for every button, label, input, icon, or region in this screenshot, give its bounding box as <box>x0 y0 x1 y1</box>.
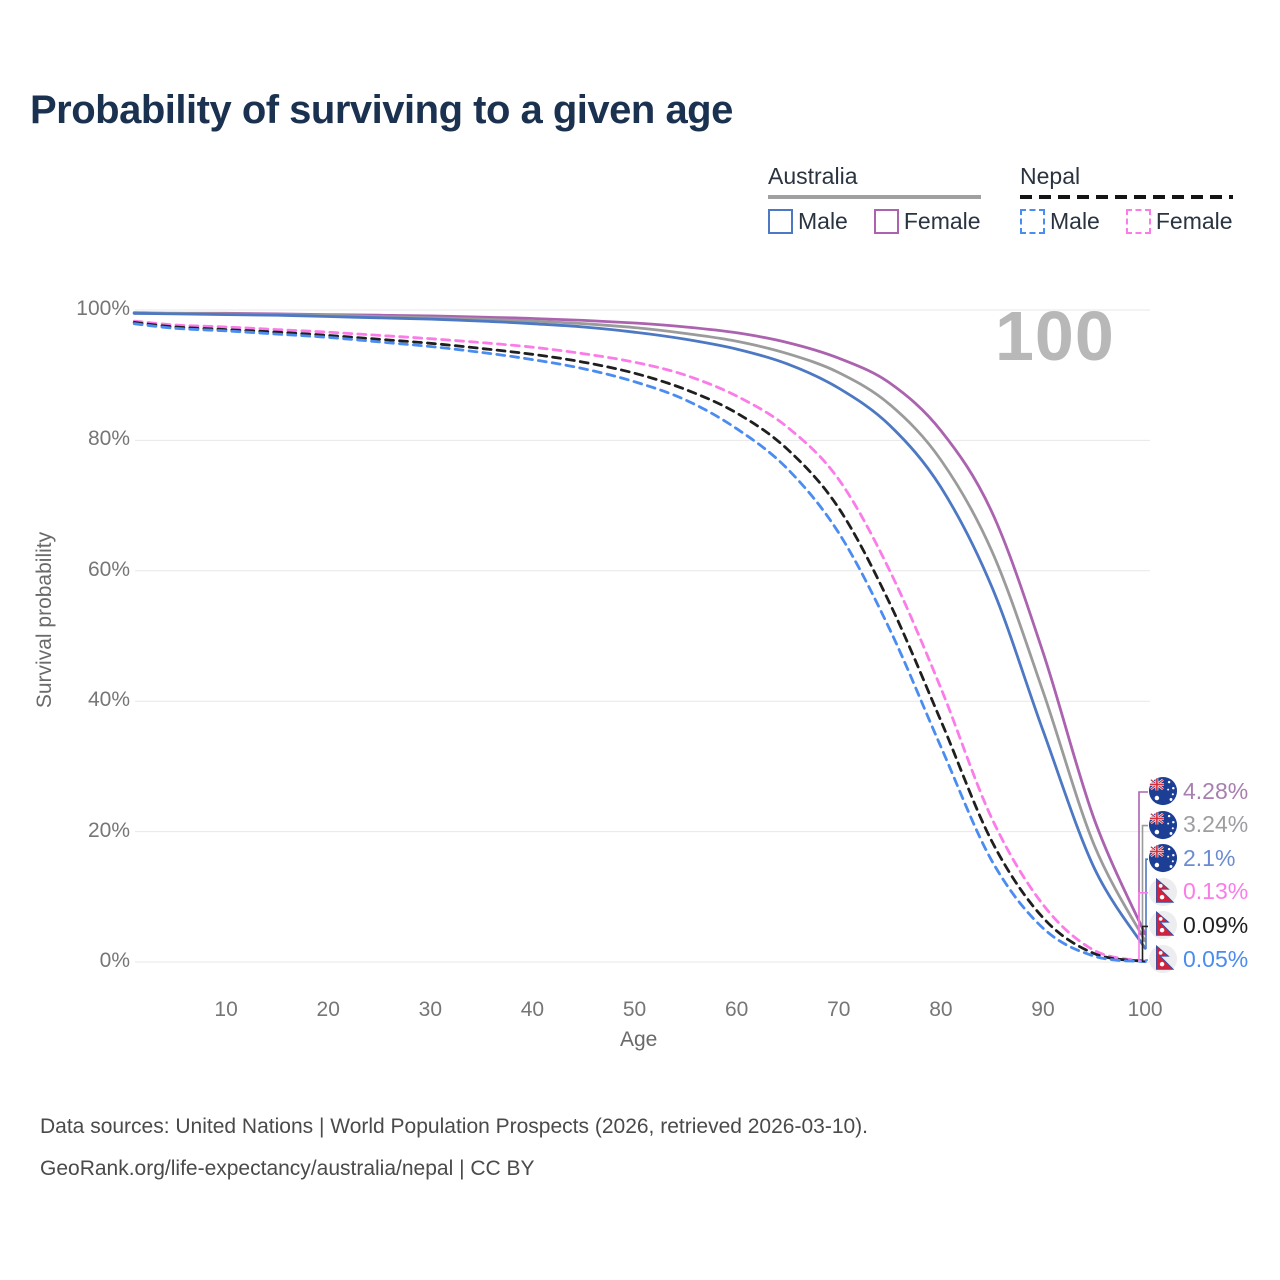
x-tick-100: 100 <box>1127 998 1163 1021</box>
legend-header-australia[interactable]: Australia <box>768 163 858 189</box>
nepal-flag-icon <box>1148 877 1178 907</box>
end-label-connector-australia-both <box>1141 824 1148 942</box>
end-label-nepal-male: 0.05% <box>1148 944 1248 974</box>
y-tick-100%: 100% <box>76 297 130 320</box>
legend-header-nepal[interactable]: Nepal <box>1020 163 1081 189</box>
end-label-connector-nepal-male <box>1145 959 1148 963</box>
y-tick-60%: 60% <box>87 557 130 581</box>
legend-label-australia-female: Female <box>903 208 981 234</box>
series-line-nepal-female[interactable] <box>132 319 1147 963</box>
australia-flag-icon <box>1148 776 1178 806</box>
x-tick-40: 40 <box>520 998 545 1021</box>
source-text: Data sources: United Nations | World Pop… <box>40 1106 868 1190</box>
end-label-value-nepal-female: 0.13% <box>1183 878 1249 905</box>
legend-swatch-australia-male <box>768 209 793 234</box>
x-tick-20: 20 <box>316 998 340 1021</box>
legend-item-nepal-male[interactable]: Male <box>1020 208 1100 235</box>
end-label-australia-male: 2.1% <box>1148 843 1235 873</box>
australia-flag-icon <box>1148 843 1178 873</box>
legend-swatch-nepal-male <box>1020 209 1045 234</box>
legend-item-nepal-female[interactable]: Female <box>1125 208 1233 235</box>
legend-item-australia-female[interactable]: Female <box>873 208 981 235</box>
end-label-value-australia-both: 3.24% <box>1183 811 1249 838</box>
end-label-australia-both: 3.24% <box>1148 810 1248 840</box>
legend-underline-australia <box>768 195 981 199</box>
series-line-nepal-both[interactable] <box>132 321 1147 963</box>
source-line-1: Data sources: United Nations | World Pop… <box>40 1115 869 1138</box>
nepal-flag-icon <box>1148 944 1178 974</box>
series-line-australia-female[interactable] <box>132 311 1147 936</box>
y-tick-80%: 80% <box>87 427 130 451</box>
end-label-value-nepal-male: 0.05% <box>1183 945 1249 972</box>
legend-group-nepal: Nepal Male Female <box>1020 163 1233 235</box>
legend-item-australia-male[interactable]: Male <box>768 208 848 235</box>
x-axis-title: Age <box>620 1028 658 1051</box>
source-line-2: GeoRank.org/life-expectancy/australia/ne… <box>40 1157 535 1180</box>
series-line-australia-male[interactable] <box>132 311 1147 950</box>
end-label-nepal-female: 0.13% <box>1148 877 1248 907</box>
end-label-value-australia-male: 2.1% <box>1183 844 1236 871</box>
nepal-flag-icon <box>1148 910 1178 940</box>
end-label-connector-australia-male <box>1145 858 1148 950</box>
legend-label-nepal-female: Female <box>1155 208 1233 234</box>
x-tick-80: 80 <box>929 998 953 1021</box>
end-label-value-nepal-both: 0.09% <box>1183 911 1249 938</box>
x-tick-30: 30 <box>418 998 442 1021</box>
y-tick-20%: 20% <box>87 818 130 842</box>
y-axis-title: Survival probability <box>33 531 56 709</box>
legend-label-australia-male: Male <box>798 208 848 234</box>
legend-swatch-australia-female <box>873 209 899 234</box>
x-tick-10: 10 <box>214 998 238 1021</box>
legend-underline-nepal <box>1020 195 1233 199</box>
legend-swatch-nepal-female <box>1125 209 1151 234</box>
x-tick-60: 60 <box>724 998 749 1021</box>
australia-flag-icon <box>1148 810 1178 840</box>
x-tick-50: 50 <box>622 998 647 1021</box>
end-label-value-australia-female: 4.28% <box>1183 777 1249 804</box>
y-tick-40%: 40% <box>87 688 130 712</box>
legend-group-australia: Australia Male Female <box>768 163 981 235</box>
end-label-nepal-both: 0.09% <box>1148 910 1248 940</box>
end-label-australia-female: 4.28% <box>1148 776 1248 806</box>
series-line-nepal-male[interactable] <box>132 322 1147 964</box>
x-tick-90: 90 <box>1031 998 1055 1021</box>
legend-label-nepal-male: Male <box>1050 208 1100 234</box>
page-title: Probability of surviving to a given age <box>30 88 733 132</box>
x-tick-70: 70 <box>827 998 851 1021</box>
y-tick-0%: 0% <box>99 949 130 972</box>
end-label-connector-nepal-both <box>1141 925 1148 963</box>
